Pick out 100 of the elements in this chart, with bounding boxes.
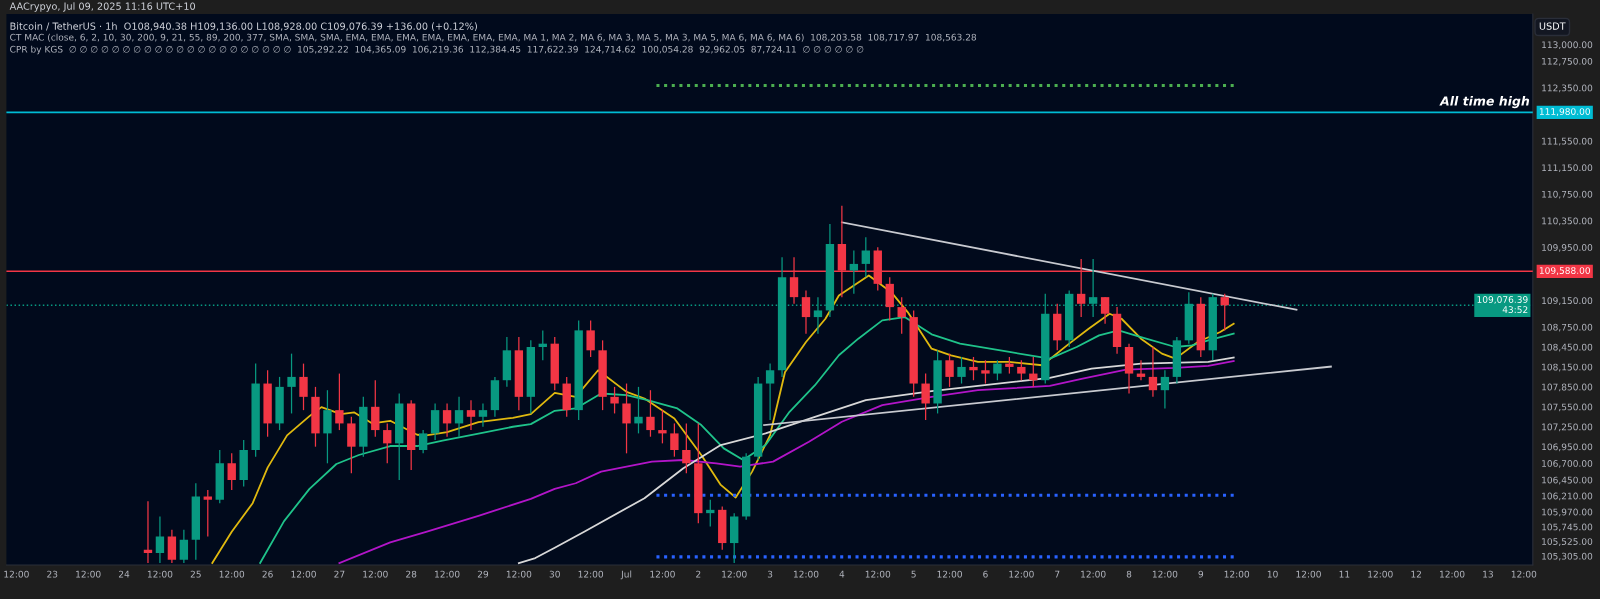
x-tick-label: 28 xyxy=(406,570,417,578)
candlestick xyxy=(634,386,643,435)
y-tick-label: 107,550.00 xyxy=(1542,403,1593,412)
candlestick xyxy=(1148,346,1158,398)
annotation: All time high xyxy=(1439,96,1530,109)
candlestick xyxy=(981,359,990,385)
y-tick-label: 106,450.00 xyxy=(1542,476,1593,485)
candlestick xyxy=(454,396,464,438)
y-tick-label: 109,150.00 xyxy=(1542,297,1593,305)
candlestick xyxy=(287,353,296,415)
candlestick xyxy=(586,319,595,358)
x-tick-label: 30 xyxy=(549,570,560,578)
line-series xyxy=(211,274,1235,564)
x-tick-label: 3 xyxy=(767,570,773,578)
x-tick-label: 5 xyxy=(911,570,916,578)
annotation: CPR by KGS ∅ ∅ ∅ ∅ ∅ ∅ ∅ ∅ ∅ ∅ ∅ ∅ ∅ ∅ ∅ ∅ ∅ ∅ ∅ ∅ ∅ 105,292.22 104,365.09 106,219.36 112,384.45 117,622.39 124,714.62 100,054.28 92,962.05 87,724.11 ∅ ∅ ∅ ∅ ∅ ∅ xyxy=(10,45,864,55)
y-tick-label: 108,450.00 xyxy=(1542,343,1593,352)
candlestick xyxy=(227,452,236,491)
candlestick xyxy=(670,422,679,458)
y-axis-title: USDT xyxy=(1539,22,1566,30)
y-tick-label: 106,700.00 xyxy=(1542,460,1593,468)
candlestick xyxy=(418,429,428,454)
annotation: CT MAC (close, 6, 2, 10, 30, 200, 9, 21, 55, 89, 200, 377, SMA, SMA, SMA, EMA, EMA, EMA, EMA, EMA, EMA, EMA, MA 1, MA 2, MA 6, MA 3, MA 5, MA 3, MA 5, MA 6, MA 6, MA 6) 108,203.58 108,717.97 108,563.28 xyxy=(10,33,977,42)
candlestick xyxy=(167,529,177,564)
y-tick-label: 112,750.00 xyxy=(1542,57,1593,66)
x-tick-label: 12:00 xyxy=(793,570,819,578)
x-tick-label: 12:00 xyxy=(1368,570,1393,578)
text: AACrypyo, Jul 09, 2025 11:16 UTC+10 xyxy=(9,2,196,12)
x-tick-label: 2 xyxy=(696,570,701,578)
x-tick-label: 12 xyxy=(1411,570,1421,578)
y-tick-label: 105,525.00 xyxy=(1542,538,1593,546)
x-tick-label: 12:00 xyxy=(1511,570,1537,578)
y-tick-label: 106,950.00 xyxy=(1542,443,1593,452)
x-tick-label: 12:00 xyxy=(937,570,962,578)
candlestick xyxy=(969,356,978,381)
x-tick-label: 4 xyxy=(839,570,845,578)
x-tick-label: 12:00 xyxy=(865,570,891,578)
x-tick-label: 12:00 xyxy=(219,570,245,578)
candlestick xyxy=(885,276,894,322)
candlestick xyxy=(682,422,691,474)
candlestick xyxy=(299,362,308,411)
candlestick xyxy=(347,416,356,474)
candlestick xyxy=(430,402,440,441)
candlestick xyxy=(442,402,452,438)
candlestick xyxy=(466,399,476,431)
x-tick-label: 12:00 xyxy=(435,570,460,578)
y-tick-label: 108,750.00 xyxy=(1542,323,1593,332)
candlestick xyxy=(179,529,189,564)
x-tick-label: 12:00 xyxy=(1224,570,1250,578)
x-tick-label: Jul xyxy=(620,570,632,580)
x-tick-label: 12:00 xyxy=(291,570,316,578)
x-tick-label: 23 xyxy=(47,570,58,578)
y-tick-label: 110,350.00 xyxy=(1542,217,1593,226)
candlestick xyxy=(1100,296,1110,325)
x-tick-label: 12:00 xyxy=(506,570,532,578)
candlestick xyxy=(945,353,954,388)
x-tick-label: 12:00 xyxy=(363,570,388,578)
x-tick-label: 29 xyxy=(477,570,489,578)
candlestick xyxy=(478,402,488,428)
candlestick xyxy=(861,236,870,278)
y-tick-label: 105,745.00 xyxy=(1542,523,1593,532)
y-tick-label: 109,950.00 xyxy=(1542,244,1593,252)
x-tick-label: 9 xyxy=(1198,570,1204,578)
x-tick-label: 7 xyxy=(1055,570,1060,578)
candlestick xyxy=(155,515,165,564)
y-tick-label: 112,350.00 xyxy=(1542,84,1593,93)
y-tick-label: 107,850.00 xyxy=(1542,383,1593,392)
x-tick-label: 12:00 xyxy=(578,570,604,578)
candlestick xyxy=(849,249,859,295)
candlestick xyxy=(765,362,775,421)
y-tick-label: 111,150.00 xyxy=(1542,164,1593,173)
candlestick xyxy=(897,296,906,335)
candlestick xyxy=(371,379,380,438)
y-tick-label: 110,750.00 xyxy=(1542,190,1593,199)
x-tick-label: 12:00 xyxy=(1009,570,1034,578)
y-tick-label: 108,150.00 xyxy=(1542,363,1593,372)
x-tick-label: 10 xyxy=(1267,570,1278,578)
candlestick xyxy=(335,372,344,431)
x-tick-label: 25 xyxy=(190,570,201,578)
x-tick-label: 11 xyxy=(1339,570,1350,578)
x-tick-label: 8 xyxy=(1126,570,1132,578)
text: Bitcoin / TetherUS · 1h O108,940.38 H109,136.00 L108,928.00 C109,076.39 +136.00 (+0.12%) xyxy=(10,22,477,31)
y-tick-label: 113,000.00 xyxy=(1542,41,1593,50)
line-series xyxy=(338,360,1235,564)
x-tick-label: 12:00 xyxy=(147,570,173,578)
candlestick xyxy=(921,372,930,421)
x-tick-label: 24 xyxy=(118,570,130,578)
y-tick-label: 105,970.00 xyxy=(1542,508,1593,517)
ref-line-label: 109,588.00 xyxy=(1539,267,1590,275)
ref-line-label: 109,076.39 43:52 xyxy=(1477,296,1528,314)
x-tick-label: 12:00 xyxy=(722,570,747,578)
candlestick xyxy=(646,389,655,438)
x-tick-label: 27 xyxy=(334,570,345,578)
y-tick-label: 106,210.00 xyxy=(1542,492,1593,501)
x-tick-label: 12:00 xyxy=(76,570,101,578)
x-tick-label: 6 xyxy=(983,570,988,578)
x-tick-label: 12:00 xyxy=(1440,570,1465,578)
y-tick-label: 105,305.00 xyxy=(1542,552,1593,561)
candlestick xyxy=(323,389,332,464)
candlestick xyxy=(658,409,667,444)
